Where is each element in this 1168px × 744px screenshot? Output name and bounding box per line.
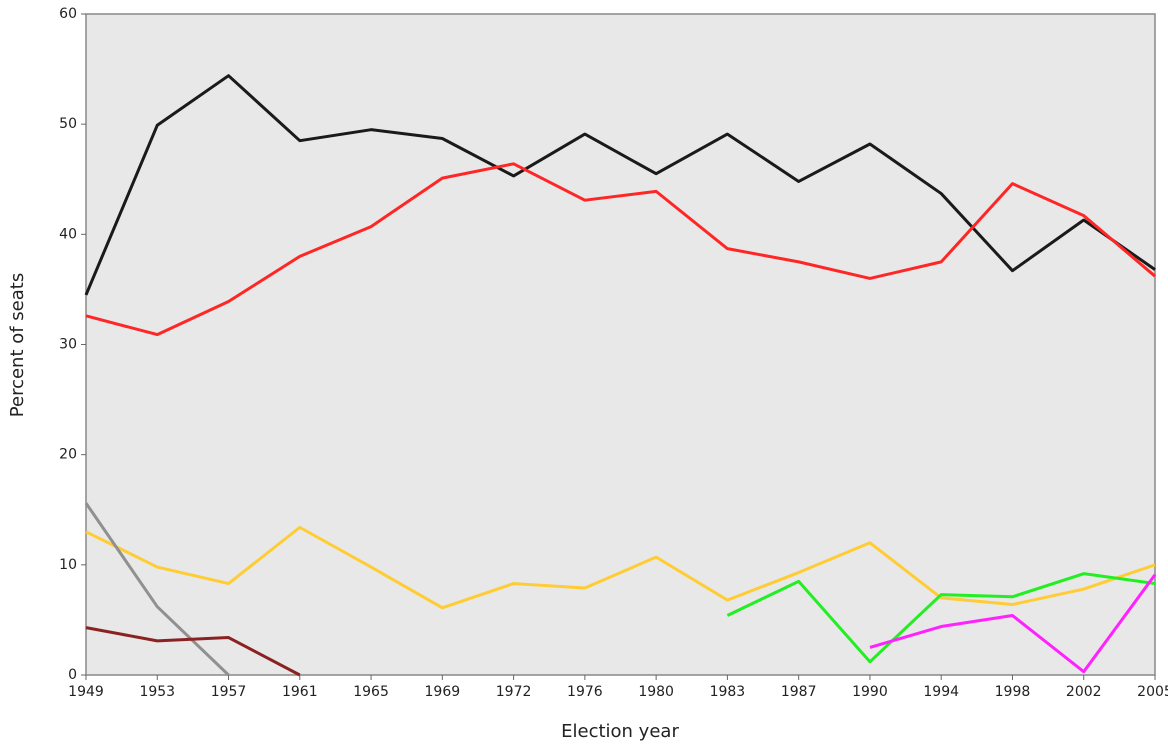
x-tick-label: 1998 — [995, 684, 1031, 700]
series-line — [726, 572, 1156, 664]
x-axis-label: Election year — [561, 721, 679, 742]
y-tick-label: 20 — [59, 447, 77, 463]
x-tick-label: 1983 — [710, 684, 746, 700]
y-tick-label: 50 — [59, 116, 77, 132]
x-tick-label: 1953 — [139, 684, 175, 700]
x-tick-label: 2005 — [1137, 684, 1168, 700]
x-tick-label: 1969 — [425, 684, 461, 700]
x-tick-label: 1990 — [852, 684, 888, 700]
y-axis-label: Percent of seats — [7, 273, 28, 417]
x-tick-label: 1972 — [496, 684, 532, 700]
x-tick-label: 1965 — [353, 684, 389, 700]
x-tick-label: 1957 — [211, 684, 247, 700]
series-line — [85, 626, 301, 677]
series-line — [84, 74, 1156, 296]
y-tick-label: 60 — [59, 6, 77, 22]
series-line — [85, 162, 1156, 337]
x-tick-label: 2002 — [1066, 684, 1102, 700]
y-tick-label: 30 — [59, 337, 77, 353]
x-tick-label: 1949 — [68, 684, 104, 700]
plot-area — [85, 13, 1156, 676]
x-tick-label: 1987 — [781, 684, 817, 700]
x-tick-label: 1976 — [567, 684, 603, 700]
x-tick-label: 1994 — [923, 684, 959, 700]
series-line — [84, 502, 230, 677]
x-tick-label: 1961 — [282, 684, 318, 700]
y-tick-label: 10 — [59, 557, 77, 573]
series-line — [85, 525, 1156, 610]
x-tick-label: 1980 — [638, 684, 674, 700]
y-tick-label: 0 — [68, 667, 77, 683]
series-line — [869, 573, 1157, 674]
y-tick-label: 40 — [59, 226, 77, 242]
